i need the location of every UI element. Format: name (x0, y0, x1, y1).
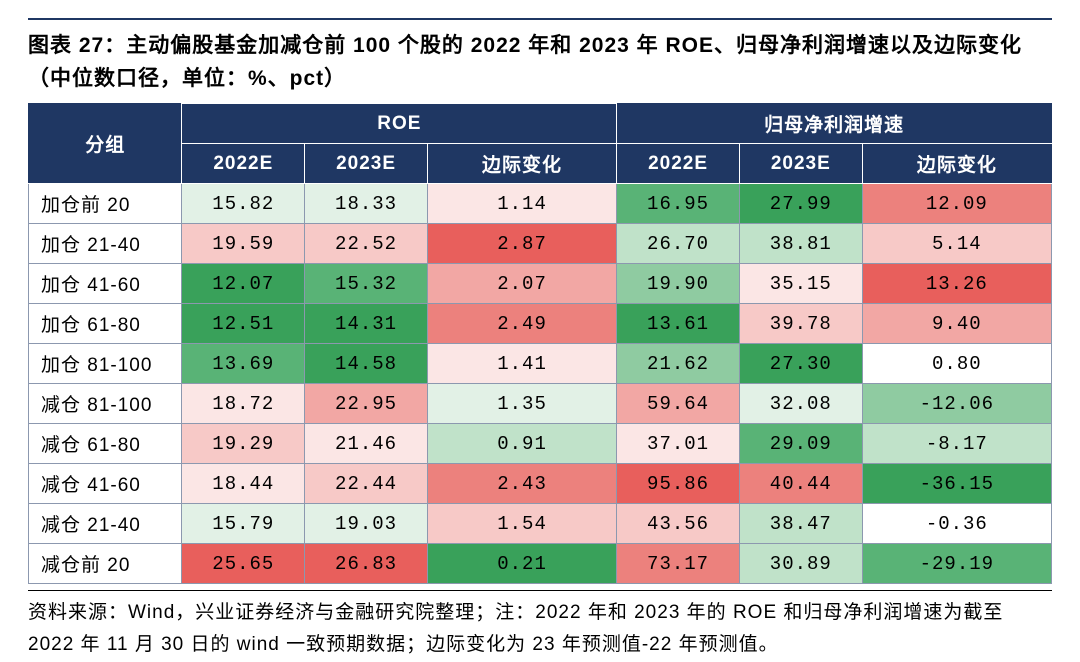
data-cell: 2.43 (427, 464, 616, 504)
header-roe: ROE (182, 104, 617, 144)
data-cell: 9.40 (862, 304, 1051, 344)
data-table: 分组 ROE 归母净利润增速 2022E 2023E 边际变化 2022E 20… (28, 103, 1052, 584)
data-cell: 22.95 (305, 384, 428, 424)
data-cell: 19.90 (617, 264, 740, 304)
data-cell: 21.62 (617, 344, 740, 384)
header-prof-2023: 2023E (739, 144, 862, 184)
header-group: 分组 (29, 104, 182, 184)
header-roe-2022: 2022E (182, 144, 305, 184)
data-cell: 0.91 (427, 424, 616, 464)
data-cell: 12.07 (182, 264, 305, 304)
data-cell: 95.86 (617, 464, 740, 504)
data-cell: 15.79 (182, 504, 305, 544)
table-row: 减仓 61-8019.2921.460.9137.0129.09-8.17 (29, 424, 1052, 464)
data-cell: 38.47 (739, 504, 862, 544)
row-label: 加仓 41-60 (29, 264, 182, 304)
data-cell: 1.41 (427, 344, 616, 384)
data-cell: 18.72 (182, 384, 305, 424)
data-cell: 25.65 (182, 544, 305, 584)
data-cell: 38.81 (739, 224, 862, 264)
chart-title: 图表 27：主动偏股基金加减仓前 100 个股的 2022 年和 2023 年 … (28, 30, 1052, 95)
header-roe-delta: 边际变化 (427, 144, 616, 184)
data-cell: 13.69 (182, 344, 305, 384)
table-row: 减仓 21-4015.7919.031.5443.5638.47-0.36 (29, 504, 1052, 544)
table-row: 减仓 81-10018.7222.951.3559.6432.08-12.06 (29, 384, 1052, 424)
data-cell: -8.17 (862, 424, 1051, 464)
data-cell: 0.80 (862, 344, 1051, 384)
table-header: 分组 ROE 归母净利润增速 2022E 2023E 边际变化 2022E 20… (29, 104, 1052, 184)
table-row: 加仓 81-10013.6914.581.4121.6227.300.80 (29, 344, 1052, 384)
header-profit: 归母净利润增速 (617, 104, 1052, 144)
row-label: 加仓 21-40 (29, 224, 182, 264)
data-cell: 27.99 (739, 184, 862, 224)
data-cell: 39.78 (739, 304, 862, 344)
data-cell: 14.31 (305, 304, 428, 344)
data-cell: -12.06 (862, 384, 1051, 424)
row-label: 减仓 81-100 (29, 384, 182, 424)
header-roe-2023: 2023E (305, 144, 428, 184)
data-cell: 19.03 (305, 504, 428, 544)
data-cell: 26.70 (617, 224, 740, 264)
header-prof-delta: 边际变化 (862, 144, 1051, 184)
data-cell: 15.82 (182, 184, 305, 224)
data-cell: 12.09 (862, 184, 1051, 224)
data-cell: -29.19 (862, 544, 1051, 584)
row-label: 减仓 21-40 (29, 504, 182, 544)
data-cell: 35.15 (739, 264, 862, 304)
row-label: 加仓 61-80 (29, 304, 182, 344)
data-cell: 59.64 (617, 384, 740, 424)
data-cell: 22.44 (305, 464, 428, 504)
data-cell: 22.52 (305, 224, 428, 264)
header-prof-2022: 2022E (617, 144, 740, 184)
data-cell: 15.32 (305, 264, 428, 304)
data-cell: 32.08 (739, 384, 862, 424)
data-cell: 14.58 (305, 344, 428, 384)
data-cell: -36.15 (862, 464, 1051, 504)
data-cell: 37.01 (617, 424, 740, 464)
data-cell: 1.35 (427, 384, 616, 424)
data-cell: 13.61 (617, 304, 740, 344)
data-cell: 30.89 (739, 544, 862, 584)
data-cell: 73.17 (617, 544, 740, 584)
table-row: 加仓 61-8012.5114.312.4913.6139.789.40 (29, 304, 1052, 344)
data-cell: 27.30 (739, 344, 862, 384)
data-cell: 21.46 (305, 424, 428, 464)
table-body: 加仓前 2015.8218.331.1416.9527.9912.09加仓 21… (29, 184, 1052, 584)
data-cell: -0.36 (862, 504, 1051, 544)
row-label: 加仓 81-100 (29, 344, 182, 384)
table-row: 加仓前 2015.8218.331.1416.9527.9912.09 (29, 184, 1052, 224)
data-cell: 12.51 (182, 304, 305, 344)
table-row: 加仓 21-4019.5922.522.8726.7038.815.14 (29, 224, 1052, 264)
data-cell: 16.95 (617, 184, 740, 224)
footnote: 资料来源：Wind，兴业证券经济与金融研究院整理；注：2022 年和 2023 … (28, 590, 1052, 662)
data-cell: 18.44 (182, 464, 305, 504)
row-label: 减仓 61-80 (29, 424, 182, 464)
data-cell: 19.59 (182, 224, 305, 264)
data-cell: 2.07 (427, 264, 616, 304)
data-cell: 40.44 (739, 464, 862, 504)
data-cell: 19.29 (182, 424, 305, 464)
table-row: 减仓 41-6018.4422.442.4395.8640.44-36.15 (29, 464, 1052, 504)
chart-title-block: 图表 27：主动偏股基金加减仓前 100 个股的 2022 年和 2023 年 … (28, 18, 1052, 95)
data-cell: 0.21 (427, 544, 616, 584)
table-row: 加仓 41-6012.0715.322.0719.9035.1513.26 (29, 264, 1052, 304)
data-cell: 29.09 (739, 424, 862, 464)
data-cell: 2.87 (427, 224, 616, 264)
data-cell: 26.83 (305, 544, 428, 584)
data-cell: 43.56 (617, 504, 740, 544)
row-label: 减仓前 20 (29, 544, 182, 584)
data-cell: 5.14 (862, 224, 1051, 264)
table-row: 减仓前 2025.6526.830.2173.1730.89-29.19 (29, 544, 1052, 584)
data-cell: 1.14 (427, 184, 616, 224)
row-label: 加仓前 20 (29, 184, 182, 224)
data-cell: 13.26 (862, 264, 1051, 304)
data-cell: 2.49 (427, 304, 616, 344)
data-cell: 18.33 (305, 184, 428, 224)
data-cell: 1.54 (427, 504, 616, 544)
row-label: 减仓 41-60 (29, 464, 182, 504)
